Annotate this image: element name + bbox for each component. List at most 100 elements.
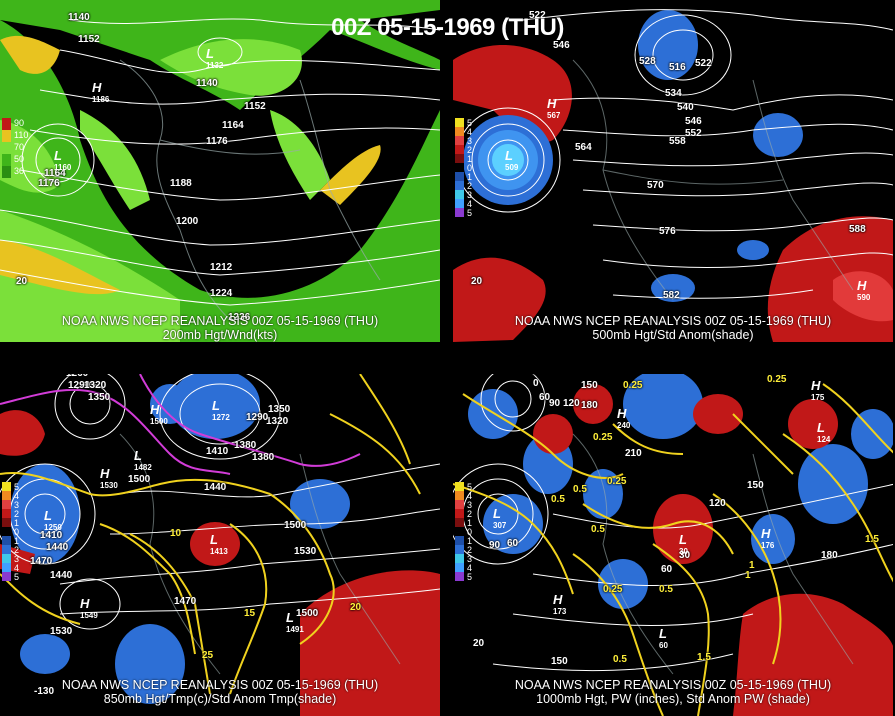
legend-tick: 5 xyxy=(467,208,473,218)
contour-label: 516 xyxy=(669,62,686,73)
legend-tick: 50 xyxy=(14,154,25,164)
legend-tick: 3 xyxy=(467,136,473,146)
legend-tick: 2 xyxy=(14,545,20,555)
pw-label: 1 xyxy=(749,560,755,571)
contour-label: 1140 xyxy=(196,78,218,89)
contour-label: 20 xyxy=(16,276,28,287)
contour-label: 552 xyxy=(685,128,702,139)
low-pressure-center: L 60 xyxy=(659,626,668,650)
contour-label: 1470 xyxy=(174,596,197,607)
contour-label: 1236 xyxy=(228,312,251,323)
high-pressure-center: H 175 xyxy=(811,378,825,402)
pw-label: 1 xyxy=(745,570,751,581)
temp-label: 10 xyxy=(170,528,182,539)
contour-label: 180 xyxy=(821,550,838,561)
contour-label: 1440 xyxy=(46,542,69,553)
high-pressure-center: H 1500 xyxy=(150,402,168,426)
contour-label: 1500 xyxy=(128,474,151,485)
pw-label: 1.5 xyxy=(697,652,711,663)
contour-label: 1470 xyxy=(30,556,53,567)
low-pressure-center: L 307 xyxy=(493,506,507,530)
contour-label: 576 xyxy=(659,226,676,237)
legend-tick: 5 xyxy=(14,572,20,582)
legend-tick: 1 xyxy=(467,536,473,546)
pw-label: 0.5 xyxy=(613,654,627,665)
contour-label: 588 xyxy=(849,224,866,235)
contour-label: 528 xyxy=(639,56,656,67)
contour-label: 1410 xyxy=(40,530,63,541)
contour-label: 60 xyxy=(661,564,673,575)
anom-color-legend: 5 4 3 2 1 0 1 2 3 4 5 xyxy=(455,118,472,218)
contour-label: 582 xyxy=(663,290,680,301)
contour-label: 546 xyxy=(685,116,702,127)
legend-tick: 2 xyxy=(14,509,20,519)
legend-tick: 110 xyxy=(14,130,29,140)
legend-tick: 5 xyxy=(467,572,473,582)
legend-tick: 3 xyxy=(467,190,473,200)
contour-label: 20 xyxy=(471,276,483,287)
contour-label: 1320 xyxy=(84,380,107,391)
pw-label: 0.5 xyxy=(551,494,565,505)
contour-label: 1164 xyxy=(44,168,66,179)
legend-tick: 1 xyxy=(467,518,473,528)
contour-label: 522 xyxy=(529,10,546,21)
contour-label: 1380 xyxy=(234,440,257,451)
pw-anom-legend: 5 4 3 2 1 0 1 2 3 4 5 xyxy=(455,482,472,582)
panel-200mb-wind: 90 110 70 50 30 1140 1152 1140 1152 1164… xyxy=(0,0,440,342)
contour-label: 540 xyxy=(677,102,694,113)
legend-tick: 0 xyxy=(14,527,20,537)
low-pressure-center: L 1272 xyxy=(212,398,230,422)
legend-tick: 30 xyxy=(14,166,25,176)
panel-caption: NOAA NWS NCEP REANALYSIS 00Z 05-15-1969 … xyxy=(514,314,832,342)
contour-label: 150 xyxy=(551,656,568,667)
pw-label: 0.5 xyxy=(591,524,605,535)
wind-color-legend: 90 110 70 50 30 xyxy=(2,118,28,178)
legend-tick: 1 xyxy=(14,536,20,546)
contour-label: 1530 xyxy=(50,626,73,637)
legend-tick: 1 xyxy=(467,172,473,182)
contour-label: 558 xyxy=(669,136,686,147)
legend-tick: 4 xyxy=(467,563,473,573)
low-pressure-center: L 1250 xyxy=(44,508,62,532)
contour-label: 120 xyxy=(563,398,580,409)
legend-tick: 1 xyxy=(14,518,20,528)
legend-tick: 4 xyxy=(467,127,473,137)
high-pressure-center: H 1549 xyxy=(80,596,98,620)
anom-500mb-map-graphic xyxy=(453,0,893,342)
legend-tick: 5 xyxy=(14,482,20,492)
contour-label: 90 xyxy=(489,540,501,551)
pw-label: 0.5 xyxy=(659,584,673,595)
panel-caption: NOAA NWS NCEP REANALYSIS 00Z 05-15-1969 … xyxy=(61,314,379,342)
contour-label: 1200 xyxy=(176,216,199,227)
low-pressure-center: L 1413 xyxy=(210,532,228,556)
panel-caption: NOAA NWS NCEP REANALYSIS 00Z 05-15-1969 … xyxy=(61,678,379,706)
contour-label: 0 xyxy=(533,378,539,389)
pw-label: 1.5 xyxy=(865,534,879,545)
high-pressure-center: H 1186 xyxy=(92,80,110,104)
legend-tick: 90 xyxy=(14,118,25,128)
panel-500mb-anom: 5 4 3 2 1 0 1 2 3 4 5 522 546 528 516 5 2… xyxy=(453,0,893,342)
low-pressure-center: L 1482 xyxy=(134,448,152,472)
contour-label: 60 xyxy=(507,538,519,549)
contour-label: 1500 xyxy=(296,608,319,619)
contour-label: 1350 xyxy=(88,392,111,403)
contour-label: 1290 xyxy=(246,412,269,423)
contour-label: 90 xyxy=(549,398,561,409)
contour-label: 1176 xyxy=(38,178,60,189)
contour-label: 534 xyxy=(665,88,682,99)
contour-label: 1212 xyxy=(210,262,233,273)
contour-label: 1260 xyxy=(66,374,88,379)
high-pressure-center: H 567 xyxy=(547,96,561,120)
high-pressure-center: H 173 xyxy=(553,592,567,616)
contour-label: 1350 xyxy=(268,404,291,415)
contour-label: 210 xyxy=(625,448,642,459)
contour-label: 570 xyxy=(647,180,664,191)
legend-tick: 0 xyxy=(467,163,473,173)
low-pressure-center: L 1491 xyxy=(286,610,304,634)
low-pressure-center: L 509 xyxy=(505,148,519,172)
pw-label: 0.25 xyxy=(603,584,623,595)
pw-label: 0.25 xyxy=(623,380,643,391)
contour-label: 150 xyxy=(747,480,764,491)
contour-label: 1530 xyxy=(294,546,317,557)
contour-label: 1140 xyxy=(68,12,90,23)
